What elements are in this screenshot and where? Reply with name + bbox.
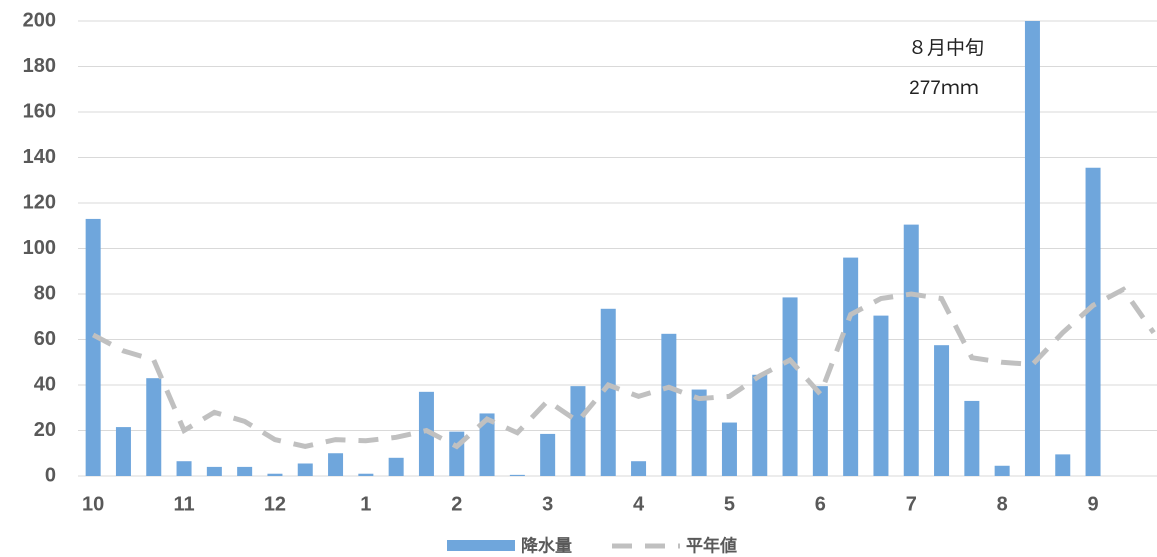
y-tick-label: 180 <box>23 55 56 77</box>
line <box>91 286 1156 450</box>
y-tick-label: 160 <box>23 100 56 122</box>
bar <box>721 422 737 476</box>
x-tick-label: 4 <box>633 493 645 515</box>
bar <box>328 453 344 476</box>
bar <box>1055 454 1071 476</box>
x-tick-label: 10 <box>82 493 104 515</box>
legend-label: 降水量 <box>521 535 572 555</box>
bar <box>237 466 253 476</box>
bar <box>297 463 313 476</box>
y-tick-label: 40 <box>34 373 56 395</box>
x-tick-label: 1 <box>360 493 371 515</box>
bar <box>782 297 798 476</box>
bar <box>85 218 101 477</box>
bar <box>843 257 859 476</box>
bar <box>418 391 434 476</box>
y-tick-label: 20 <box>34 419 56 441</box>
bar <box>600 308 616 476</box>
x-tick-label: 7 <box>906 493 917 515</box>
bar <box>540 433 556 476</box>
x-tick-label: 2 <box>451 493 462 515</box>
bar <box>115 427 131 476</box>
y-tick-label: 0 <box>45 464 56 486</box>
y-tick-label: 80 <box>34 282 56 304</box>
bar <box>1085 167 1101 477</box>
bar <box>812 386 828 476</box>
x-tick-label: 12 <box>264 493 286 515</box>
bar <box>176 461 192 476</box>
x-tick-label: 6 <box>815 493 826 515</box>
bar <box>267 473 283 476</box>
bar <box>479 413 495 476</box>
bar <box>358 473 374 476</box>
y-tick-label: 100 <box>23 237 56 259</box>
bar <box>691 389 707 476</box>
y-tick-label: 120 <box>23 191 56 213</box>
y-tick-label: 140 <box>23 146 56 168</box>
x-tick-label: 3 <box>542 493 553 515</box>
legend-label: 平年値 <box>686 535 737 555</box>
x-tick-label: 5 <box>724 493 735 515</box>
bar <box>449 431 465 476</box>
y-tick-label: 200 <box>23 9 56 31</box>
bar <box>994 465 1010 476</box>
plot-area <box>85 21 1156 477</box>
bar <box>661 333 677 476</box>
bar <box>752 374 768 476</box>
bar <box>146 378 162 476</box>
bar <box>509 474 525 476</box>
x-tick-label: 8 <box>997 493 1008 515</box>
bar <box>388 457 404 476</box>
bar <box>964 400 980 476</box>
bar <box>206 466 222 476</box>
bar <box>934 345 950 476</box>
bar <box>873 315 889 476</box>
x-tick-label: 9 <box>1087 493 1098 515</box>
bar <box>1024 21 1040 476</box>
annotation: ８月中旬 <box>908 37 984 59</box>
annotation: 277ｍｍ <box>909 78 979 99</box>
legend-swatch <box>447 540 515 551</box>
y-tick-label: 60 <box>34 328 56 350</box>
bar <box>903 224 919 476</box>
x-tick-label: 11 <box>173 493 194 515</box>
bar <box>570 386 586 476</box>
bar <box>631 461 647 476</box>
